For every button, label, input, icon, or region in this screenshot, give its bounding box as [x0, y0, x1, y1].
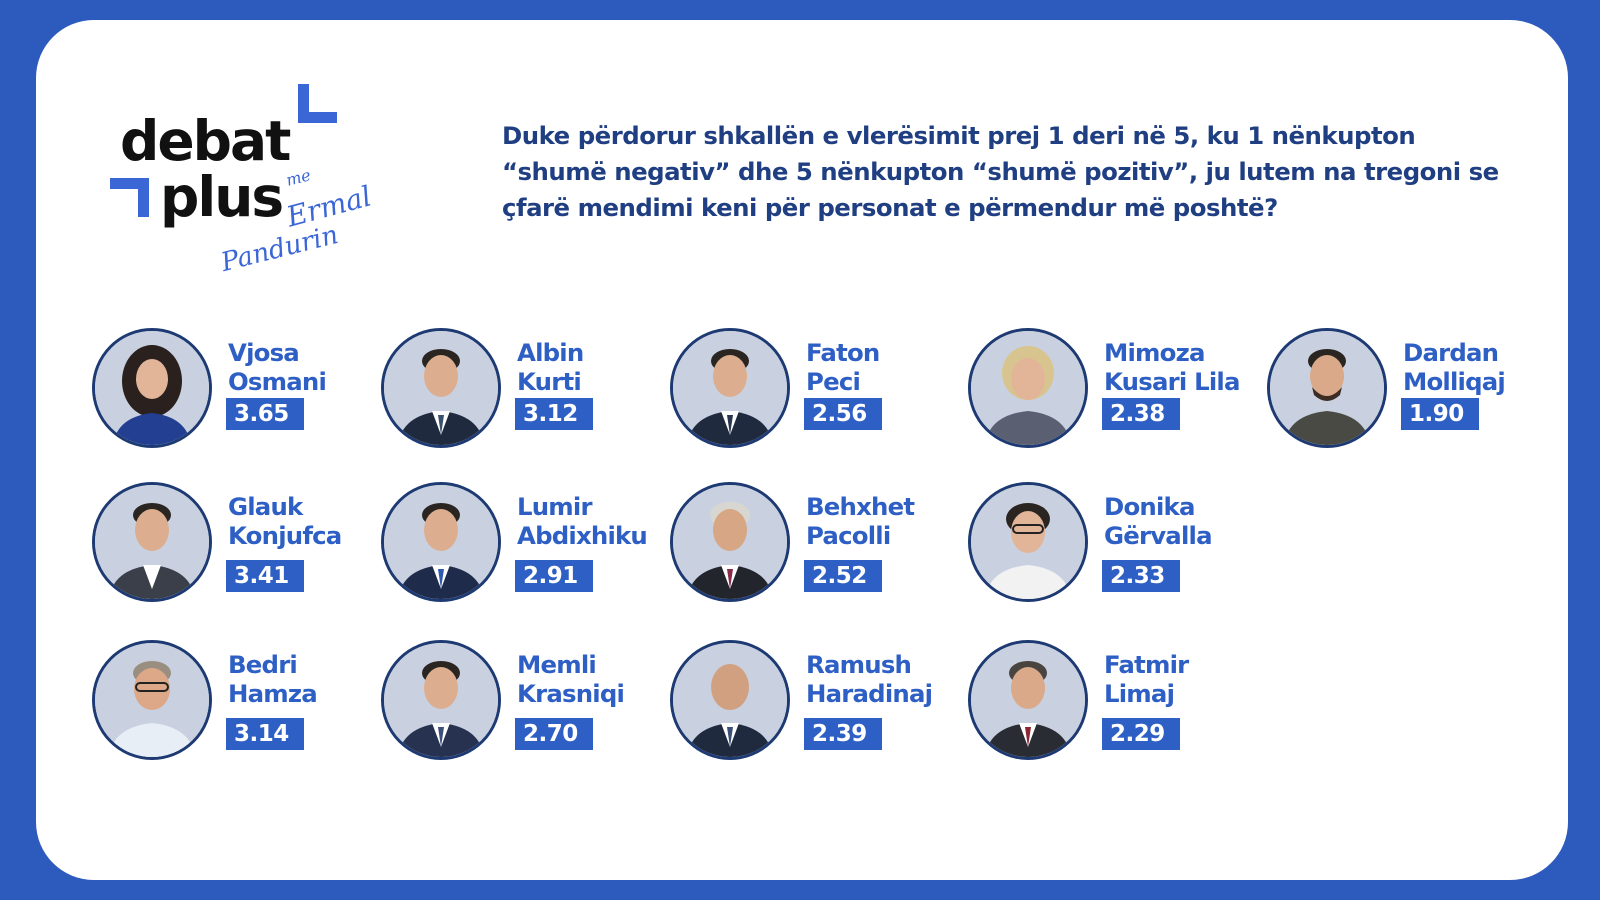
score-badge: 2.70: [515, 718, 593, 750]
first-name: Dardan: [1403, 338, 1499, 367]
first-name: Ramush: [806, 650, 912, 679]
person-card: Lumir Abdixhiku 2.91: [381, 482, 671, 612]
person-name: Donika Gërvalla: [1104, 492, 1213, 550]
last-name: Limaj: [1104, 679, 1175, 708]
last-name: Krasniqi: [517, 679, 625, 708]
last-name: Pacolli: [806, 521, 891, 550]
portrait-photo: [381, 328, 501, 448]
score-badge: 2.39: [804, 718, 882, 750]
person-card: Memli Krasniqi 2.70: [381, 640, 671, 770]
debat-plus-logo: debat plus me Ermal Pandurin: [110, 84, 410, 284]
first-name: Vjosa: [228, 338, 300, 367]
person-name: Behxhet Pacolli: [806, 492, 915, 550]
person-name: Fatmir Limaj: [1104, 650, 1189, 708]
person-name: Vjosa Osmani: [228, 338, 327, 396]
portrait-photo: [670, 328, 790, 448]
score-badge: 2.52: [804, 560, 882, 592]
last-name: Kusari Lila: [1104, 367, 1240, 396]
person-card: Glauk Konjufca 3.41: [92, 482, 382, 612]
last-name: Konjufca: [228, 521, 342, 550]
score-badge: 2.29: [1102, 718, 1180, 750]
portrait-photo: [381, 640, 501, 760]
person-card: Ramush Haradinaj 2.39: [670, 640, 960, 770]
score-badge: 3.41: [226, 560, 304, 592]
person-card: Faton Peci 2.56: [670, 328, 960, 458]
first-name: Fatmir: [1104, 650, 1189, 679]
portrait-photo: [381, 482, 501, 602]
person-name: Bedri Hamza: [228, 650, 318, 708]
person-name: Lumir Abdixhiku: [517, 492, 648, 550]
last-name: Gërvalla: [1104, 521, 1213, 550]
person-card: Donika Gërvalla 2.33: [968, 482, 1258, 612]
last-name: Haradinaj: [806, 679, 933, 708]
first-name: Faton: [806, 338, 880, 367]
logo-corner-bottom-left: [110, 178, 149, 217]
portrait-photo: [670, 482, 790, 602]
logo-word-plus: plus: [160, 165, 284, 229]
first-name: Donika: [1104, 492, 1195, 521]
last-name: Kurti: [517, 367, 582, 396]
person-name: Albin Kurti: [517, 338, 584, 396]
person-card: Bedri Hamza 3.14: [92, 640, 382, 770]
portrait-photo: [968, 482, 1088, 602]
person-card: Mimoza Kusari Lila 2.38: [968, 328, 1258, 458]
logo-corner-top-right: [298, 84, 337, 123]
portrait-photo: [92, 328, 212, 448]
score-badge: 2.38: [1102, 398, 1180, 430]
score-badge: 1.90: [1401, 398, 1479, 430]
person-name: Mimoza Kusari Lila: [1104, 338, 1240, 396]
score-badge: 2.33: [1102, 560, 1180, 592]
portrait-photo: [968, 328, 1088, 448]
portrait-photo: [1267, 328, 1387, 448]
first-name: Bedri: [228, 650, 298, 679]
person-name: Faton Peci: [806, 338, 880, 396]
portrait-photo: [92, 640, 212, 760]
person-name: Dardan Molliqaj: [1403, 338, 1506, 396]
portrait-photo: [92, 482, 212, 602]
portrait-photo: [968, 640, 1088, 760]
last-name: Osmani: [228, 367, 327, 396]
first-name: Albin: [517, 338, 584, 367]
score-badge: 3.12: [515, 398, 593, 430]
person-card: Dardan Molliqaj 1.90: [1267, 328, 1557, 458]
first-name: Behxhet: [806, 492, 915, 521]
survey-question: Duke përdorur shkallën e vlerësimit prej…: [502, 121, 1499, 222]
first-name: Lumir: [517, 492, 593, 521]
person-card: Fatmir Limaj 2.29: [968, 640, 1258, 770]
score-badge: 2.91: [515, 560, 593, 592]
score-badge: 3.14: [226, 718, 304, 750]
logo-signature-me: me: [284, 165, 313, 190]
person-card: Behxhet Pacolli 2.52: [670, 482, 960, 612]
last-name: Hamza: [228, 679, 318, 708]
first-name: Memli: [517, 650, 597, 679]
first-name: Mimoza: [1104, 338, 1205, 367]
score-badge: 2.56: [804, 398, 882, 430]
last-name: Peci: [806, 367, 861, 396]
person-card: Albin Kurti 3.12: [381, 328, 671, 458]
score-badge: 3.65: [226, 398, 304, 430]
logo-word-debat: debat: [120, 109, 291, 173]
portrait-photo: [670, 640, 790, 760]
person-name: Memli Krasniqi: [517, 650, 625, 708]
first-name: Glauk: [228, 492, 303, 521]
last-name: Molliqaj: [1403, 367, 1506, 396]
person-name: Ramush Haradinaj: [806, 650, 933, 708]
last-name: Abdixhiku: [517, 521, 648, 550]
person-name: Glauk Konjufca: [228, 492, 342, 550]
person-card: Vjosa Osmani 3.65: [92, 328, 382, 458]
